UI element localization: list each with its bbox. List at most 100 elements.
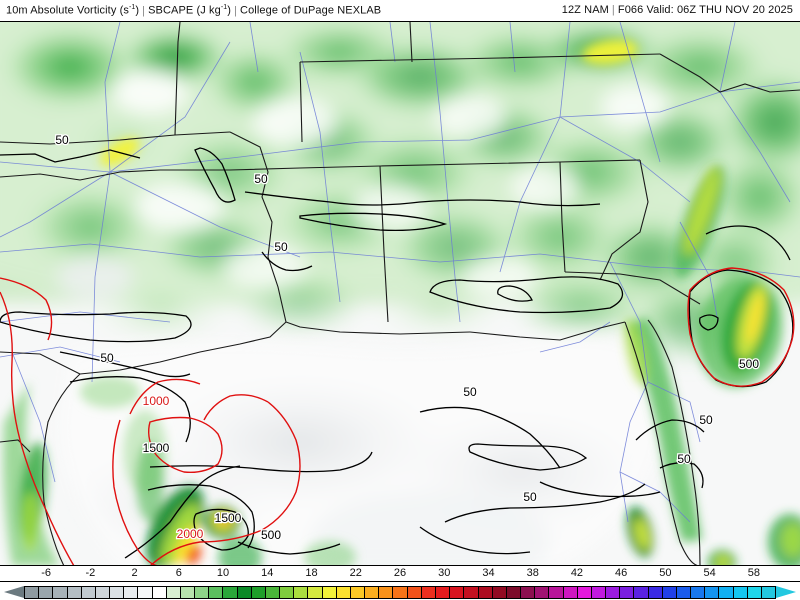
- political-border-layer: [0, 22, 800, 565]
- contour-value-label: 50: [699, 413, 713, 427]
- colorbar-axis-rule: [0, 581, 800, 582]
- colorbar-tick-label: 14: [261, 567, 274, 579]
- contour-value-label: 1500: [215, 511, 242, 525]
- colorbar-swatch: [521, 587, 536, 598]
- header-bar: 10m Absolute Vorticity (s-1) | SBCAPE (J k…: [0, 0, 800, 21]
- atlantic-vorticity-streak: [674, 165, 783, 388]
- header-title-right: 12Z NAM | F066 Valid: 06Z THU NOV 20 2025: [562, 4, 793, 16]
- colorbar-tick-label: 50: [659, 567, 672, 579]
- colorbar-swatch: [195, 587, 210, 598]
- colorbar-swatch: [53, 587, 68, 598]
- contour-value-label: 50: [100, 351, 114, 365]
- colorbar-tick-label: 6: [175, 567, 182, 579]
- colorbar-swatch: [634, 587, 649, 598]
- colorbar-panel: -6 -2 2 6 10 14 18 22 26 30 34 38 42 46 50 54 58: [0, 566, 800, 600]
- colorbar-swatch: [591, 587, 607, 598]
- colorbar-swatch: [110, 587, 125, 598]
- contour-value-label: 1000: [143, 394, 170, 408]
- colorbar-swatch: [280, 587, 295, 598]
- header-field-vorticity: 10m Absolute Vorticity (s: [6, 4, 129, 17]
- colorbar-swatch: [166, 587, 181, 598]
- sbcape-black-contours: [0, 147, 794, 559]
- sbcape-red-contours: [0, 267, 795, 565]
- forecast-valid-label: F066 Valid: 06Z THU NOV 20 2025: [617, 4, 793, 16]
- colorbar-swatch: [308, 587, 323, 598]
- sbcape-units-close: ): [227, 4, 232, 17]
- colorbar-swatch: [421, 587, 436, 598]
- colorbar-swatch: [407, 587, 422, 598]
- map-panel: 50 50 50 50 1000 1500 1500 2000 500 50 50 500 50 50: [0, 21, 800, 566]
- colorbar-swatch: [294, 587, 309, 598]
- colorbar-swatch: [761, 587, 776, 598]
- colorbar-extend-high-arrow: [776, 586, 796, 598]
- header-source: College of DuPage NEXLAB: [240, 4, 382, 17]
- model-run-label: 12Z NAM: [561, 4, 609, 16]
- colorbar-swatch: [393, 587, 408, 598]
- colorbar-swatch: [365, 587, 380, 598]
- colorbar-swatch: [336, 587, 351, 598]
- colorbar-swatch: [450, 587, 465, 598]
- colorbar-swatch: [648, 587, 663, 598]
- colorbar-swatch: [95, 587, 111, 598]
- colorbar-swatch: [535, 587, 550, 598]
- colorbar-swatch: [152, 587, 167, 598]
- colorbar-tick-label: 26: [393, 567, 407, 579]
- vorticity-units-exponent: -1: [128, 4, 136, 11]
- colorbar-tick-label: 38: [526, 567, 539, 579]
- colorbar-tick-label: 46: [615, 567, 628, 579]
- colorbar-swatch: [67, 587, 82, 598]
- colorbar-tick-label: 30: [438, 567, 451, 579]
- contour-value-label: 50: [254, 172, 268, 186]
- colorbar-extend-low-arrow: [4, 586, 24, 598]
- colorbar-swatch: [39, 587, 54, 598]
- colorbar-swatch: [705, 587, 720, 598]
- colorbar-swatch: [492, 587, 507, 598]
- contour-value-label: 50: [677, 452, 691, 466]
- colorbar-swatch: [691, 587, 706, 598]
- colorbar-swatch: [25, 587, 40, 598]
- colorbar-swatch: [209, 587, 224, 598]
- contour-value-label: 50: [523, 490, 537, 504]
- colorbar-swatches: [24, 586, 776, 599]
- colorbar-swatch: [124, 587, 139, 598]
- colorbar-swatch: [747, 587, 762, 598]
- header-title-left: 10m Absolute Vorticity (s-1) | SBCAPE (J k…: [6, 4, 381, 17]
- colorbar-swatch: [733, 587, 748, 598]
- colorbar-swatch: [322, 587, 337, 598]
- colorbar-swatch: [138, 587, 153, 598]
- colorbar-tick-label: -2: [85, 567, 96, 579]
- colorbar-swatch: [223, 587, 238, 598]
- colorbar-swatch: [676, 587, 692, 598]
- colorbar-swatch: [464, 587, 479, 598]
- contour-value-label: 50: [463, 385, 477, 399]
- contour-value-label: 500: [739, 357, 759, 371]
- colorbar-swatch: [549, 587, 564, 598]
- colorbar-swatch: [265, 587, 281, 598]
- sbcape-units-exponent: -1: [220, 4, 228, 11]
- header-separator-3: |: [611, 4, 615, 16]
- colorbar-swatch: [563, 587, 578, 598]
- colorbar-swatch: [251, 587, 266, 598]
- colorbar-tick-label: 10: [216, 567, 230, 579]
- map-canvas: 50 50 50 50 1000 1500 1500 2000 500 50 50 500 50 50: [0, 22, 800, 565]
- header-separator-2: |: [234, 4, 238, 17]
- vorticity-units-close: ): [135, 4, 140, 17]
- contour-value-label: 1500: [143, 441, 170, 455]
- colorbar-tick-label: -6: [41, 567, 51, 579]
- colorbar-swatch: [81, 587, 96, 598]
- colorbar-tick-label: 42: [570, 567, 584, 579]
- colorbar-tick-label: 2: [131, 567, 138, 579]
- contour-value-label: 50: [55, 133, 69, 147]
- colorbar-tick-label: 22: [349, 567, 362, 579]
- colorbar-swatch: [606, 587, 621, 598]
- colorbar-swatch: [620, 587, 635, 598]
- colorbar-swatch: [478, 587, 493, 598]
- colorbar-swatch: [379, 587, 394, 598]
- colorbar-tick-label: 58: [747, 567, 760, 579]
- colorbar-tick-labels: -6 -2 2 6 10 14 18 22 26 30 34 38 42 46 50 54 58: [0, 566, 800, 581]
- colorbar-swatch: [719, 587, 734, 598]
- colorbar-tick-label: 18: [305, 567, 318, 579]
- colorbar-swatch: [350, 587, 366, 598]
- vorticity-shading-layer: [0, 22, 800, 367]
